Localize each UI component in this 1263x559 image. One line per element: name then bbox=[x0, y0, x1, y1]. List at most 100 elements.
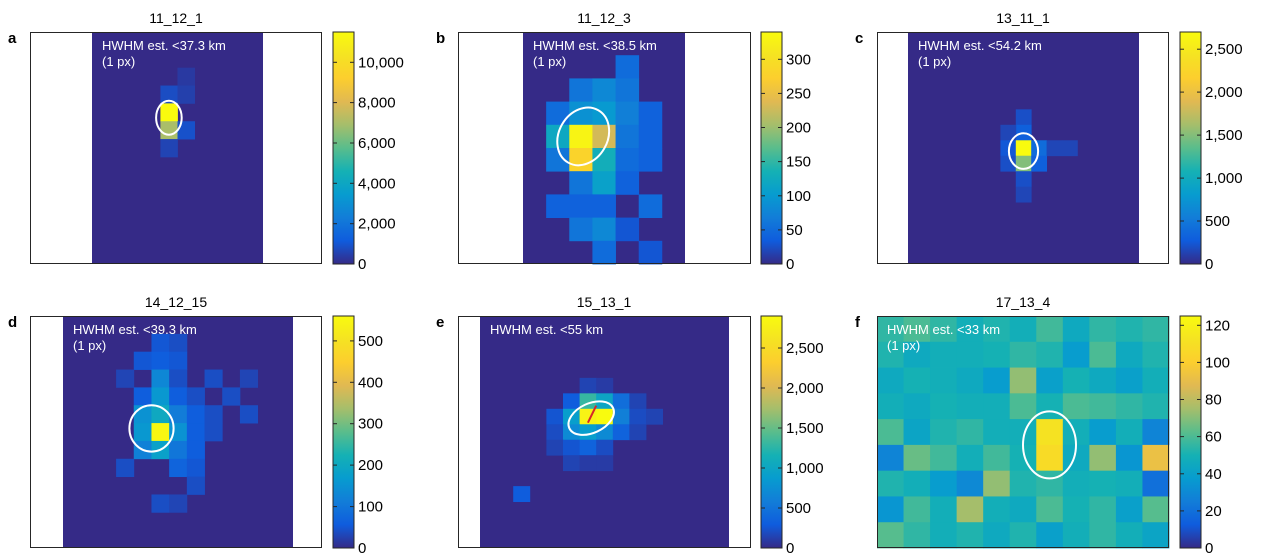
colorbar bbox=[332, 31, 355, 265]
colorbar-tick-label: 500 bbox=[358, 333, 383, 350]
heatmap-cell bbox=[903, 316, 931, 343]
heatmap-cell bbox=[638, 194, 663, 218]
heatmap-cell bbox=[1142, 470, 1170, 497]
heatmap-cell bbox=[983, 470, 1011, 497]
colorbar-tick-label: 0 bbox=[1205, 540, 1213, 557]
panel-c: c 13_11_1 HWHM est. <54.2 km(1 px) 0 500 1,00… bbox=[855, 10, 1243, 273]
heatmap-cell bbox=[615, 78, 640, 102]
heatmap-cell bbox=[1062, 522, 1090, 549]
heatmap-cell bbox=[116, 458, 135, 478]
panel-title: 17_13_4 bbox=[996, 294, 1051, 310]
colorbar-tick-label: 2,500 bbox=[786, 340, 824, 357]
heatmap-cell bbox=[983, 367, 1011, 394]
heatmap-cell bbox=[1036, 419, 1064, 446]
heatmap-cell bbox=[983, 393, 1011, 420]
hwhm-ellipse bbox=[128, 404, 175, 453]
heatmap-cell bbox=[116, 369, 135, 388]
colorbar-tick-label: 0 bbox=[786, 540, 794, 557]
plot-frame bbox=[458, 32, 751, 264]
hwhm-annotation: HWHM est. <37.3 km bbox=[102, 38, 226, 53]
heatmap-cell bbox=[592, 148, 616, 172]
heatmap-cell bbox=[1062, 140, 1078, 157]
heatmap-cell bbox=[1031, 155, 1047, 172]
hwhm-ellipse bbox=[567, 400, 615, 436]
heatmap-cell bbox=[1142, 496, 1170, 523]
plot-frame bbox=[877, 32, 1169, 264]
panel-d: d 14_12_15 HWHM est. <39.3 km(1 px) 0 100 200… bbox=[8, 294, 383, 557]
colorbar-tick-label: 50 bbox=[786, 222, 803, 239]
colorbar-tick-label: 2,000 bbox=[786, 380, 824, 397]
colorbar-tick-label: 2,000 bbox=[1205, 84, 1243, 101]
heatmap-cell bbox=[1015, 186, 1032, 203]
heatmap-cell bbox=[546, 148, 570, 172]
heatmap-cell bbox=[1031, 140, 1047, 157]
heatmap-cell bbox=[133, 351, 152, 370]
colorbar-tick-label: 60 bbox=[1205, 429, 1222, 446]
heatmap-cell bbox=[1089, 470, 1117, 497]
heatmap-cell bbox=[151, 333, 170, 353]
heatmap-cell bbox=[877, 522, 904, 549]
heatmap-cell bbox=[1036, 341, 1064, 368]
heatmap-cell bbox=[1142, 316, 1170, 343]
heatmap-cell bbox=[160, 85, 178, 104]
heatmap-cell bbox=[903, 496, 931, 523]
heatmap-cell bbox=[1015, 171, 1032, 188]
heatmap-cell bbox=[546, 424, 564, 441]
heatmap-cell bbox=[903, 419, 931, 446]
colorbar bbox=[332, 315, 355, 549]
heatmap-cell bbox=[169, 387, 188, 406]
heatmap-cell bbox=[546, 194, 570, 218]
colorbar-tick-label: 2,000 bbox=[358, 216, 396, 233]
hwhm-ellipse bbox=[556, 106, 611, 167]
colorbar-tick-label: 2,500 bbox=[1205, 41, 1243, 58]
hwhm-ellipse bbox=[1022, 410, 1077, 480]
heatmap-cell bbox=[151, 387, 170, 406]
heatmap-cell bbox=[1062, 470, 1090, 497]
heatmap-cell bbox=[177, 121, 195, 140]
hwhm-annotation: (1 px) bbox=[918, 54, 951, 69]
heatmap-cell bbox=[930, 522, 958, 549]
heatmap-cell bbox=[1089, 393, 1117, 420]
colorbar-tick-label: 500 bbox=[1205, 213, 1230, 230]
heatmap-cell bbox=[1115, 341, 1143, 368]
heatmap-cell bbox=[1009, 341, 1037, 368]
heatmap-cell bbox=[1009, 316, 1037, 343]
heatmap-cell bbox=[186, 423, 205, 442]
heatmap-cell bbox=[638, 124, 663, 149]
heatmap-cell bbox=[877, 444, 904, 472]
colorbar bbox=[760, 315, 783, 549]
plot-frame bbox=[30, 32, 322, 264]
colorbar-tick-label: 8,000 bbox=[358, 95, 396, 112]
panel-letter: d bbox=[8, 314, 17, 331]
colorbar-tick-label: 10,000 bbox=[358, 54, 404, 71]
colorbar-tick-label: 1,500 bbox=[1205, 127, 1243, 144]
heatmap-cell bbox=[592, 194, 616, 218]
heatmap-cell bbox=[956, 341, 984, 368]
heatmap-cell bbox=[646, 408, 663, 425]
heatmap-cell bbox=[956, 444, 984, 472]
heatmap-cell bbox=[638, 240, 663, 265]
plot-frame bbox=[30, 316, 322, 548]
heatmap-cell bbox=[1036, 470, 1064, 497]
colorbar-tick-label: 100 bbox=[358, 499, 383, 516]
hwhm-ellipse bbox=[155, 99, 183, 136]
heatmap-cell bbox=[579, 424, 597, 441]
panel-letter: c bbox=[855, 30, 863, 47]
heatmap-cell bbox=[638, 148, 663, 172]
heatmap-cell bbox=[615, 217, 640, 242]
heatmap-cell bbox=[596, 455, 614, 472]
heatmap-cell bbox=[592, 240, 616, 265]
heatmap-cell bbox=[1115, 496, 1143, 523]
colorbar-tick-label: 300 bbox=[786, 51, 811, 68]
heatmap-cell bbox=[956, 316, 984, 343]
colorbar-tick-label: 100 bbox=[1205, 354, 1230, 371]
hwhm-annotation: HWHM est. <38.5 km bbox=[533, 38, 657, 53]
colorbar bbox=[1179, 315, 1202, 549]
heatmap-cell bbox=[569, 217, 593, 242]
heatmap-cell bbox=[1009, 393, 1037, 420]
colorbar-tick-label: 0 bbox=[1205, 256, 1213, 273]
colorbar-tick-label: 500 bbox=[786, 500, 811, 517]
heatmap-cell bbox=[186, 405, 205, 424]
heatmap-cell bbox=[579, 439, 597, 456]
heatmap-cell bbox=[151, 423, 170, 442]
